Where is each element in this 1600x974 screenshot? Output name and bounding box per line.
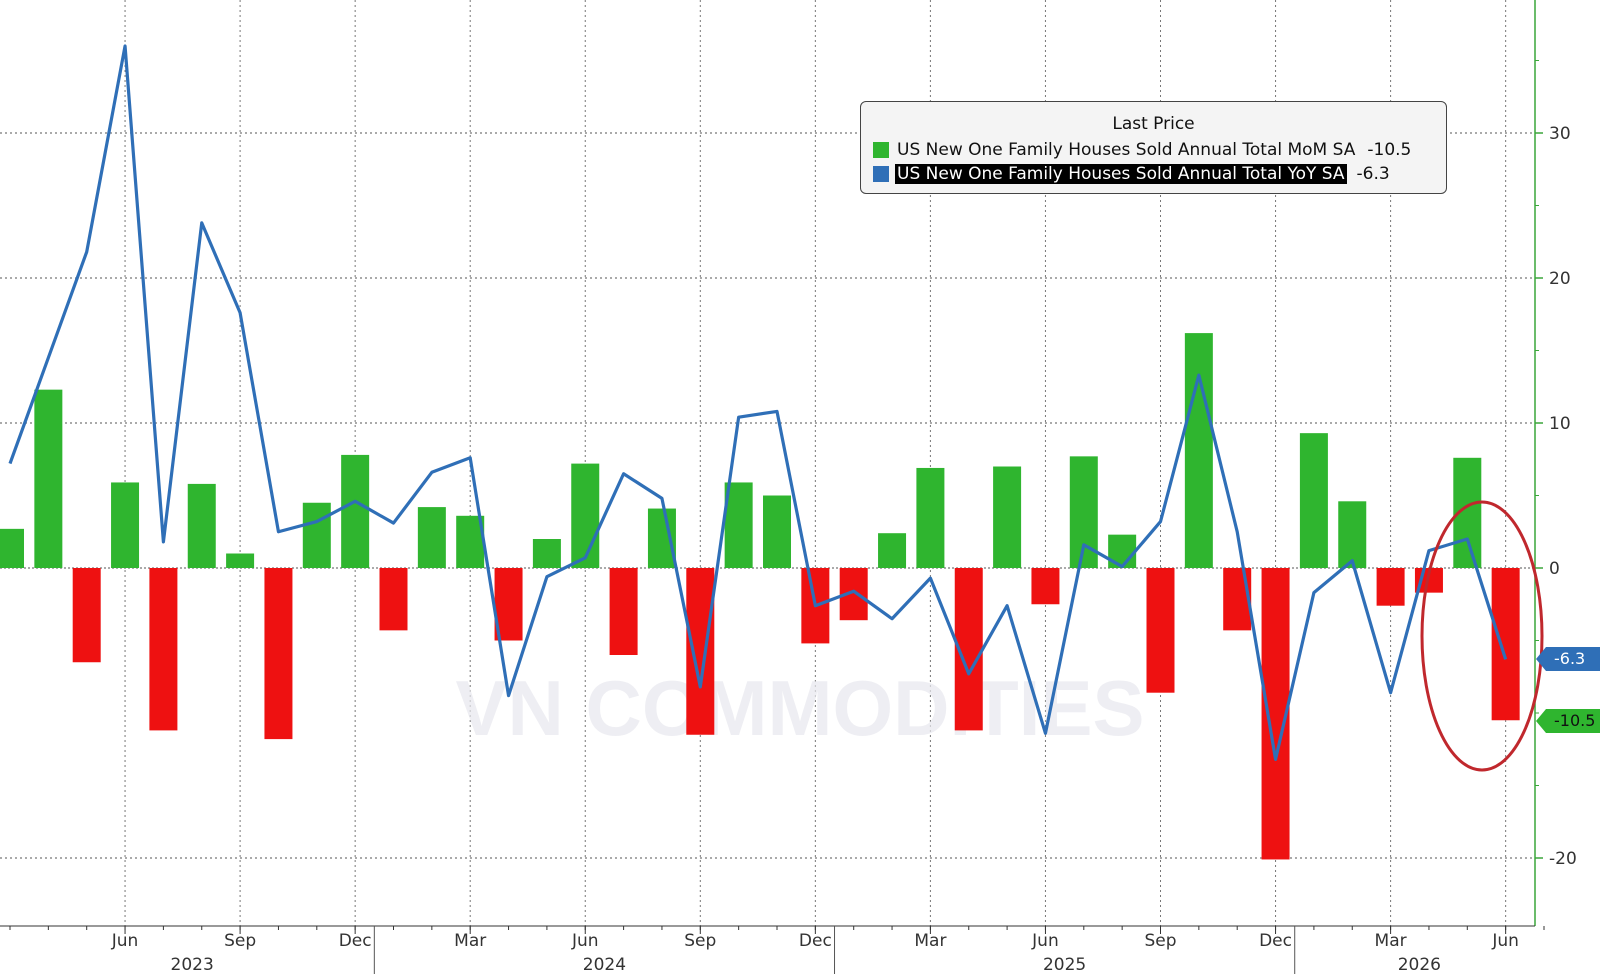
mom-bar	[1184, 333, 1213, 568]
x-tick-label: Mar	[454, 931, 486, 951]
watermark-text: VN COMMODITIES	[455, 664, 1144, 752]
mom-bar	[1376, 568, 1405, 606]
grid	[0, 0, 1535, 926]
yoy-last-value-tag: -6.3	[1546, 647, 1600, 671]
y-tick-label: -20	[1549, 849, 1577, 869]
mom-bar	[571, 463, 600, 568]
legend-swatch-yoy	[873, 166, 889, 182]
year-label: 2025	[1043, 955, 1086, 974]
y-tick-label: 0	[1549, 559, 1560, 579]
mom-bar	[993, 466, 1022, 568]
x-tick-label: Sep	[684, 931, 716, 951]
x-tick-label: Jun	[1491, 931, 1519, 951]
mom-bar	[34, 389, 63, 568]
x-tick-label: Dec	[799, 931, 832, 951]
legend-label-mom: US New One Family Houses Sold Annual Tot…	[897, 140, 1356, 160]
mom-bars	[0, 333, 1520, 860]
x-tick-label: Jun	[571, 931, 599, 951]
legend-value-mom: -10.5	[1367, 140, 1412, 160]
mom-bar	[72, 568, 101, 663]
x-tick-label: Jun	[111, 931, 139, 951]
mom-bar	[187, 483, 216, 568]
mom-last-value-tag: -10.5	[1546, 709, 1600, 733]
mom-bar	[532, 539, 561, 568]
yoy-line	[8, 44, 1508, 762]
legend-item-mom: US New One Family Houses Sold Annual Tot…	[873, 139, 1411, 161]
mom-bar	[264, 568, 293, 740]
mom-bar	[1491, 568, 1520, 721]
mom-bar	[878, 533, 907, 568]
x-tick-label: Jun	[1031, 931, 1059, 951]
mom-bar	[647, 508, 676, 568]
mom-bar	[686, 568, 715, 735]
mom-bar	[417, 507, 446, 568]
mom-tag-arrow	[1536, 709, 1546, 733]
legend-label-yoy: US New One Family Houses Sold Annual Tot…	[895, 164, 1347, 184]
x-tick-label: Dec	[339, 931, 372, 951]
mom-bar	[0, 528, 24, 568]
mom-bar	[149, 568, 178, 731]
year-label: 2026	[1398, 955, 1441, 974]
mom-bar	[609, 568, 638, 655]
mom-bar	[724, 482, 753, 568]
x-tick-label: Sep	[1144, 931, 1176, 951]
mom-bar	[226, 553, 255, 568]
x-tick-label: Dec	[1259, 931, 1292, 951]
year-label: 2024	[583, 955, 626, 974]
x-tick-label: Sep	[224, 931, 256, 951]
legend-value-yoy: -6.3	[1356, 164, 1390, 184]
mom-bar	[111, 482, 140, 568]
legend-swatch-mom	[873, 142, 889, 158]
yoy-line-group	[8, 44, 1508, 762]
y-tick-label: 10	[1549, 414, 1571, 434]
mom-bar	[341, 454, 370, 568]
mom-bar	[1338, 501, 1367, 568]
mom-bar	[1031, 568, 1060, 605]
mom-bar	[1108, 534, 1137, 568]
legend-title: Last Price	[1112, 114, 1195, 134]
highlight-circle	[1420, 500, 1544, 772]
x-tick-label: Mar	[1375, 931, 1407, 951]
x-tick-label: Mar	[914, 931, 946, 951]
mom-bar	[763, 495, 791, 568]
yoy-tag-arrow	[1536, 647, 1546, 671]
legend: Last Price US New One Family Houses Sold…	[860, 101, 1447, 194]
mom-bar	[302, 502, 331, 568]
y-tick-label: 20	[1549, 269, 1571, 289]
y-tick-label: 30	[1549, 124, 1571, 144]
mom-bar	[916, 467, 945, 568]
legend-item-yoy: US New One Family Houses Sold Annual Tot…	[873, 163, 1390, 185]
mom-bar	[379, 568, 408, 631]
year-label: 2023	[171, 955, 214, 974]
mom-bar	[1299, 433, 1328, 568]
mom-bar	[1146, 568, 1175, 693]
